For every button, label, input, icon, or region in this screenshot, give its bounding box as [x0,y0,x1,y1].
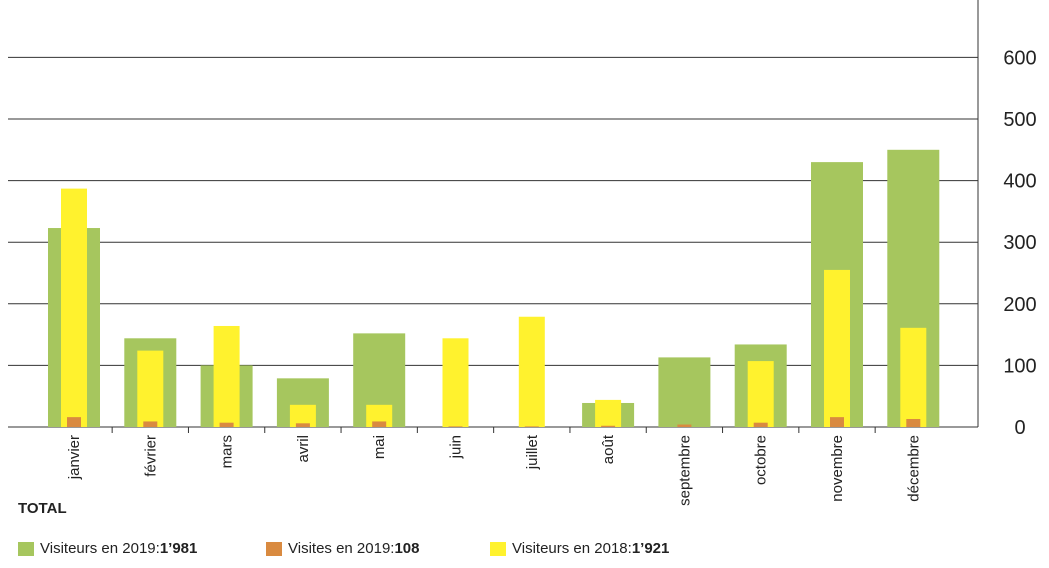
bar-visitors-2018-6 [442,338,469,427]
x-tick-label-6: juin [448,435,465,459]
x-tick-label-8: août [600,434,617,464]
legend-label-visitors-2018: Visiteurs en 2018: [512,540,632,557]
bar-visitors-2018-2 [137,350,164,427]
legend-item-visitors-2018: Visiteurs en 2018: 1’921 [490,540,669,557]
x-tick-label-7: juillet [524,434,541,470]
bar-visitors-2019-9 [658,357,711,427]
bar-visits-2019-6 [448,426,463,427]
legend-swatch-visitors-2018 [490,541,506,556]
y-tick-label-100: 100 [1003,355,1036,377]
x-tick-label-3: mars [219,435,236,468]
legend-value-visits-2019: 108 [394,540,420,557]
legend-label-visitors-2019: Visiteurs en 2019: [40,540,160,557]
bar-visits-2019-7 [524,426,539,427]
bar-visits-2019-10 [753,422,768,427]
x-tick-label-12: décembre [905,435,922,502]
bar-visits-2019-3 [219,422,234,427]
bar-visits-2019-12 [906,418,921,427]
legend-swatch-visits-2019 [266,541,282,556]
y-tick-label-400: 400 [1003,171,1036,193]
y-tick-label-500: 500 [1003,109,1036,131]
bar-visitors-2018-4 [289,404,316,427]
bar-visits-2019-1 [67,417,81,427]
bar-visitors-2018-12 [900,327,927,427]
bar-visits-2019-5 [372,421,387,427]
legend-value-visitors-2018: 1’921 [631,540,670,557]
legend-value-visitors-2019: 1’981 [159,540,198,557]
legend-label-visits-2019: Visites en 2019: [288,540,395,557]
legend-item-visits-2019: Visites en 2019: 108 [266,540,420,557]
x-tick-label-11: novembre [829,435,846,502]
bar-visitors-2018-10 [747,361,774,427]
bar-visitors-2018-11 [824,269,850,427]
bar-visits-2019-11 [830,417,844,427]
bar-visitors-2018-3 [213,325,240,427]
y-tick-label-0: 0 [1014,417,1025,439]
legend-swatch-visitors-2019 [18,541,34,556]
y-tick-label-200: 200 [1003,294,1036,316]
x-tick-label-1: janvier [66,435,83,480]
y-tick-label-300: 300 [1003,232,1036,254]
bar-visitors-2018-8 [595,399,622,427]
bar-visits-2019-8 [601,425,616,427]
bar-visits-2019-9 [677,424,692,427]
x-tick-label-10: octobre [753,435,770,485]
bar-visits-2019-2 [143,421,158,427]
bar-visitors-2018-7 [518,316,545,427]
x-tick-label-2: février [142,435,159,477]
y-tick-label-600: 600 [1003,47,1036,69]
bar-visitors-2018-1 [61,188,87,427]
legend-item-visitors-2019: Visiteurs en 2019: 1’981 [18,540,197,557]
x-tick-label-5: mai [371,435,388,459]
x-tick-label-9: septembre [676,435,693,506]
x-tick-label-4: avril [295,435,312,463]
legend-title: TOTAL [18,500,67,517]
bar-visits-2019-4 [295,423,310,427]
